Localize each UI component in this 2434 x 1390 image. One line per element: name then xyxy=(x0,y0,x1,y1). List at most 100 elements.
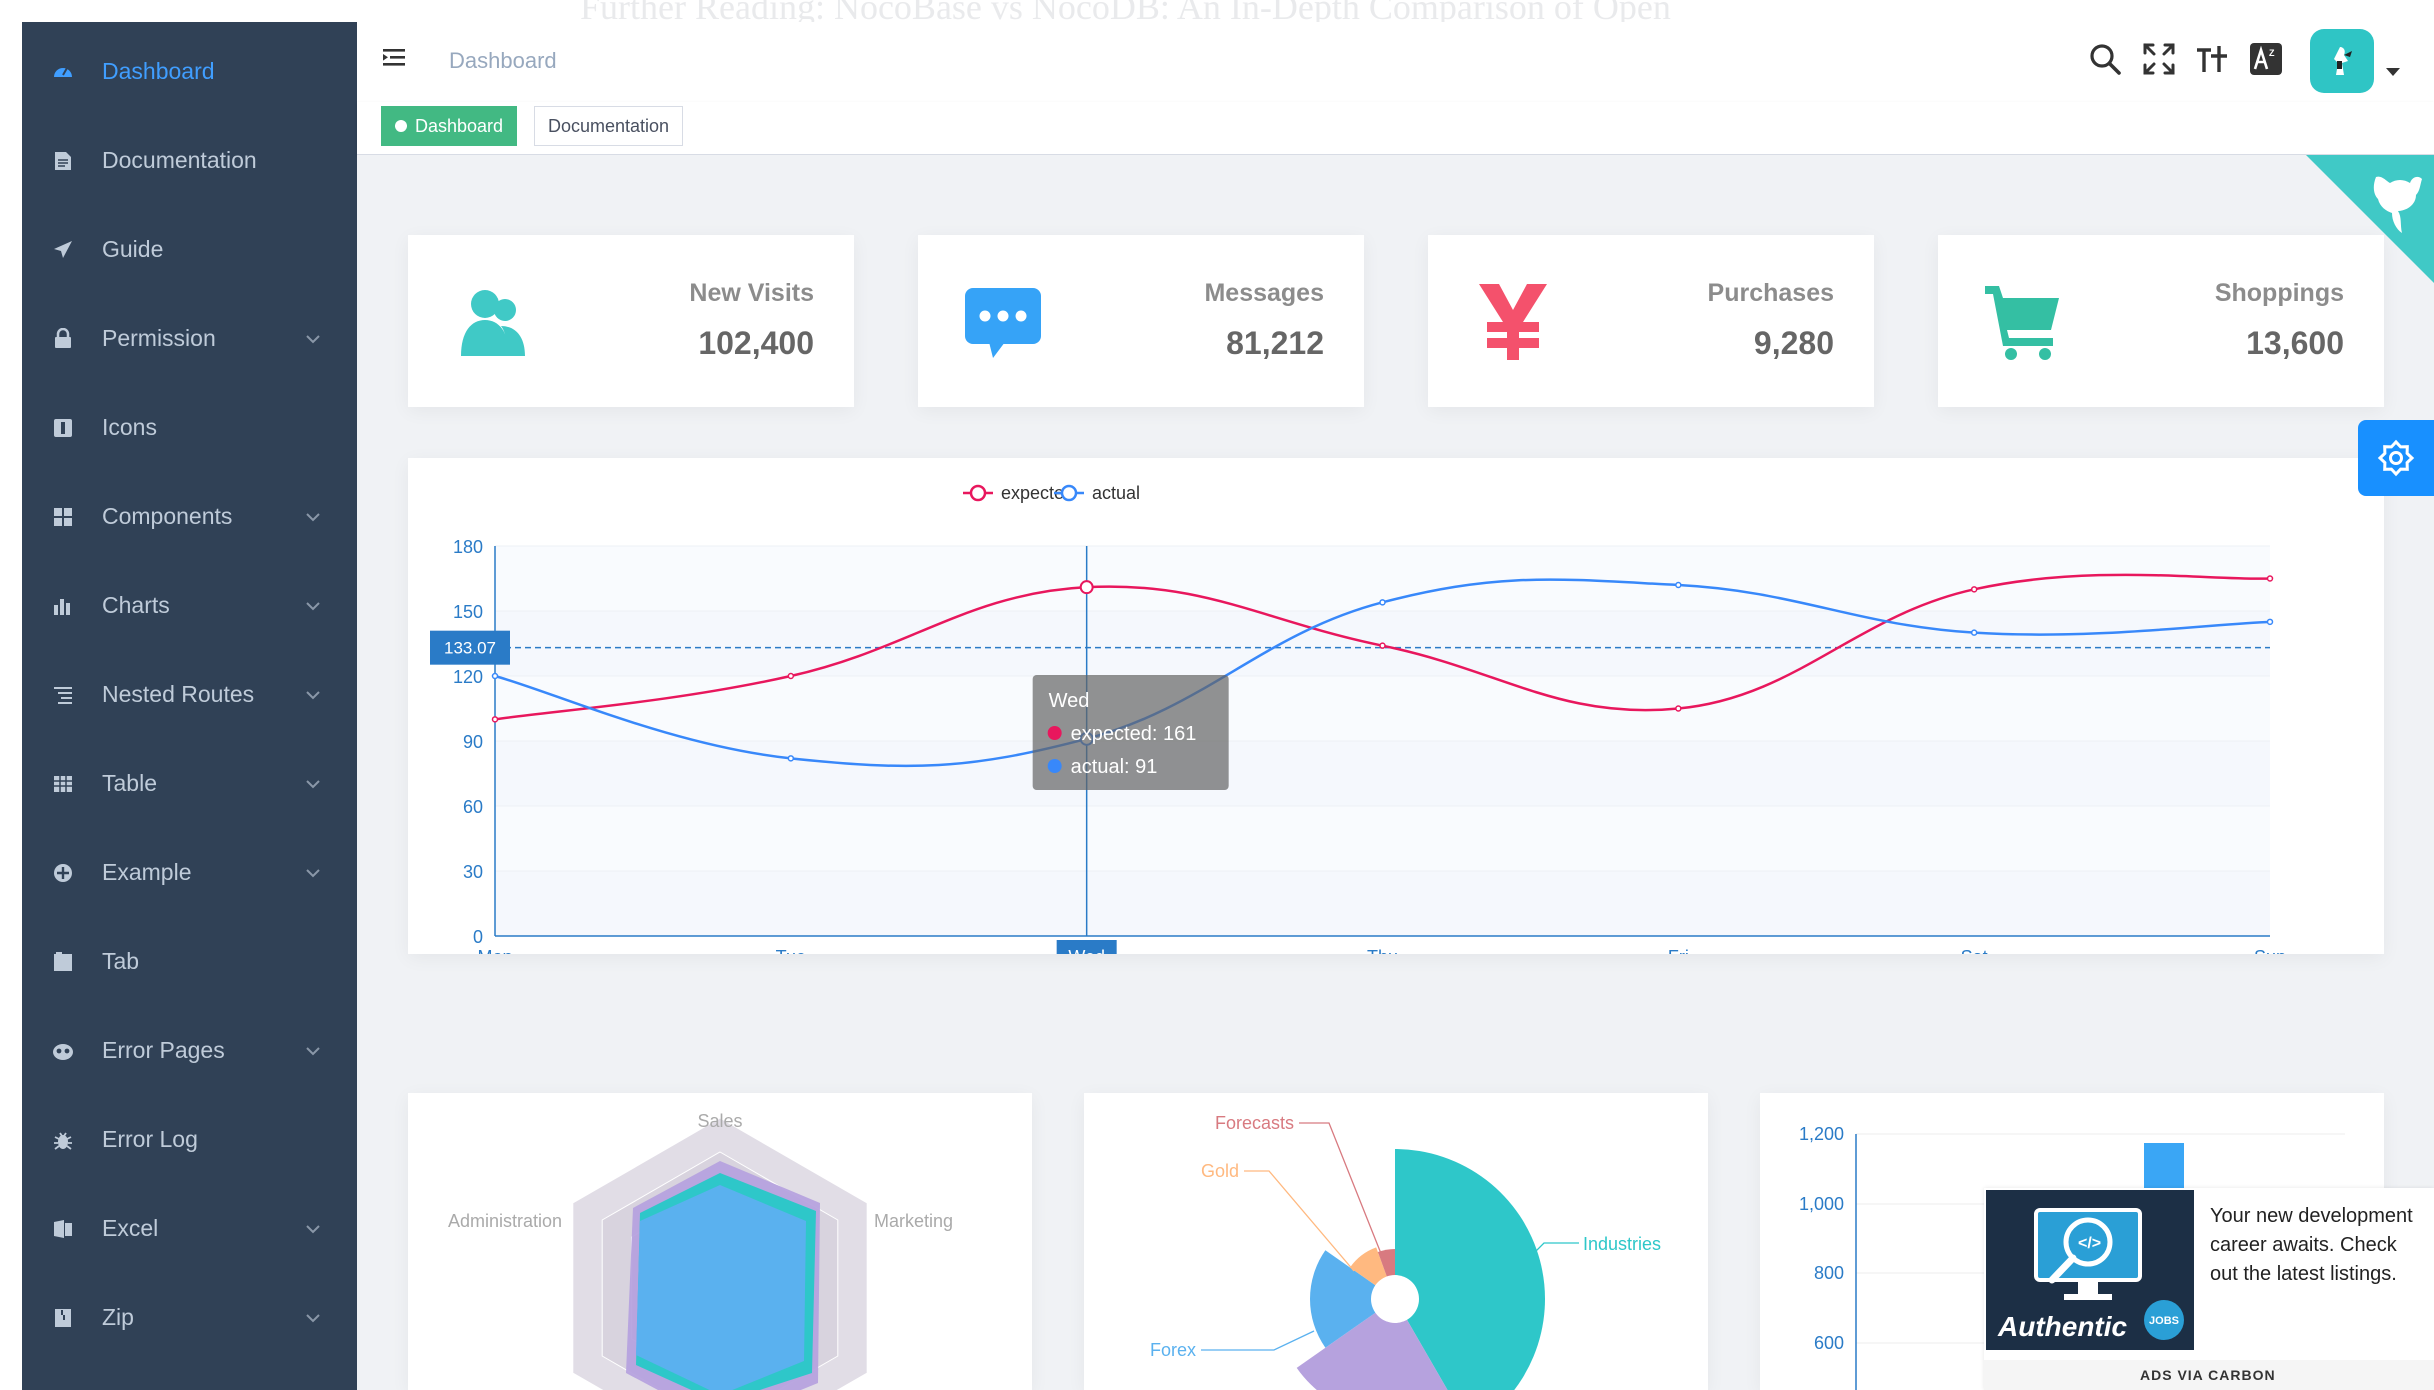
panel-shoppings[interactable]: Shoppings 13,600 xyxy=(1938,235,2384,407)
example-icon xyxy=(52,828,74,917)
ad-brand: Authentic xyxy=(1997,1311,2128,1342)
radar-area[interactable] xyxy=(636,1185,806,1390)
x-tick-label: Sun xyxy=(2254,947,2286,954)
panel-messages[interactable]: Messages 81,212 xyxy=(918,235,1364,407)
sidebar-item-components[interactable]: Components xyxy=(22,472,357,561)
people-icon xyxy=(461,290,525,356)
legend-label[interactable]: expected xyxy=(1001,483,1074,503)
chevron-down-icon xyxy=(305,561,321,650)
panel-new-visits[interactable]: New Visits 102,400 xyxy=(408,235,854,407)
sidebar-item-error-log[interactable]: Error Log xyxy=(22,1095,357,1184)
data-point[interactable] xyxy=(1675,581,1682,589)
sidebar-item-guide[interactable]: Guide xyxy=(22,205,357,294)
font-size-icon[interactable] xyxy=(2195,42,2229,76)
caret-down-icon[interactable] xyxy=(2386,68,2400,76)
radar-chart[interactable]: Sales Administration Marketing xyxy=(408,1093,1032,1390)
tag-dashboard[interactable]: Dashboard xyxy=(381,106,518,146)
sidebar-item-excel[interactable]: Excel xyxy=(22,1184,357,1273)
data-point[interactable] xyxy=(491,672,499,680)
search-icon[interactable] xyxy=(2088,42,2122,76)
data-point[interactable] xyxy=(491,716,499,723)
hamburger-icon[interactable] xyxy=(381,44,411,74)
sidebar-item-zip[interactable]: Zip xyxy=(22,1273,357,1362)
legend-label[interactable]: actual xyxy=(1092,483,1140,503)
tooltip-line: actual: 91 xyxy=(1071,756,1158,778)
sidebar-item-tab[interactable]: Tab xyxy=(22,917,357,1006)
pie-slice[interactable] xyxy=(1395,1149,1545,1390)
chevron-down-icon xyxy=(305,294,321,383)
panel-title: Shoppings xyxy=(2214,279,2344,307)
table-icon xyxy=(52,739,74,828)
data-point[interactable] xyxy=(1675,705,1682,712)
sidebar-item-label: Error Log xyxy=(102,1126,198,1152)
panel-value: 102,400 xyxy=(698,325,814,361)
sidebar-item-label: Components xyxy=(102,503,233,529)
language-icon[interactable]: Z xyxy=(2249,42,2283,76)
data-point[interactable] xyxy=(787,672,795,680)
nested-icon xyxy=(52,650,74,739)
settings-button[interactable] xyxy=(2358,420,2434,496)
ad-text[interactable]: Your new development career awaits. Chec… xyxy=(2210,1205,2413,1285)
y-tick-label: 0 xyxy=(473,927,483,947)
carbon-ad[interactable]: </> Authentic JOBS Your new development … xyxy=(1984,1188,2434,1390)
avatar[interactable] xyxy=(2310,29,2374,93)
ad-via[interactable]: ADS VIA CARBON xyxy=(1984,1360,2434,1390)
x-tick-label: Mon xyxy=(477,947,512,954)
pie-chart[interactable]: Industries Forecasts Gold Forex xyxy=(1084,1093,1708,1390)
data-point[interactable] xyxy=(1079,580,1094,595)
sidebar-item-icons[interactable]: Icons xyxy=(22,383,357,472)
y-tick-label: 120 xyxy=(453,667,483,687)
panel-value: 9,280 xyxy=(1753,325,1834,361)
money-icon xyxy=(1479,284,1547,360)
sidebar-item-label: Error Pages xyxy=(102,1037,225,1063)
bug-icon xyxy=(52,1095,74,1184)
pie-label: Gold xyxy=(1201,1161,1239,1181)
legend-marker xyxy=(969,484,987,502)
panel-title: Messages xyxy=(1204,279,1324,307)
data-point[interactable] xyxy=(1970,629,1978,636)
ad-badge: JOBS xyxy=(2149,1315,2179,1327)
data-point[interactable] xyxy=(2266,575,2274,582)
panel-purchases[interactable]: Purchases 9,280 xyxy=(1428,235,1874,407)
gear-icon xyxy=(2377,439,2415,477)
sidebar-item-example[interactable]: Example xyxy=(22,828,357,917)
sidebar-item-label: Table xyxy=(102,770,157,796)
data-point[interactable] xyxy=(1379,599,1386,606)
dashboard-icon xyxy=(52,27,74,116)
sidebar-item-nested-routes[interactable]: Nested Routes xyxy=(22,650,357,739)
ad-image[interactable]: </> Authentic JOBS xyxy=(1986,1190,2194,1350)
pie-slice[interactable] xyxy=(1296,1299,1455,1390)
data-point[interactable] xyxy=(2266,618,2274,626)
avatar-image xyxy=(2334,47,2352,75)
sidebar-item-table[interactable]: Table xyxy=(22,739,357,828)
pie-label: Forecasts xyxy=(1215,1113,1294,1133)
line-chart-card: 0 30 60 90 120 150 180 Mon Tue Wed Thu Fri Sat Sun 133… xyxy=(408,458,2384,970)
documentation-icon xyxy=(52,116,74,205)
github-corner-icon[interactable] xyxy=(2306,155,2434,283)
tag-label: Documentation xyxy=(548,115,670,136)
sidebar-item-charts[interactable]: Charts xyxy=(22,561,357,650)
data-point[interactable] xyxy=(1970,586,1978,593)
sidebar-item-label: Tab xyxy=(102,948,140,974)
error-pages-icon xyxy=(52,1006,74,1095)
sidebar-item-error-pages[interactable]: Error Pages xyxy=(22,1006,357,1095)
chevron-down-icon xyxy=(305,828,321,917)
fullscreen-icon[interactable] xyxy=(2142,42,2176,76)
chevron-down-icon xyxy=(305,1006,321,1095)
tags-view: Dashboard Documentation xyxy=(357,102,2434,155)
sidebar-item-label: Nested Routes xyxy=(102,681,255,707)
pie-label-line xyxy=(1201,1330,1315,1351)
pie-slice[interactable] xyxy=(1310,1250,1395,1348)
sidebar-item-permission[interactable]: Permission xyxy=(22,294,357,383)
data-point[interactable] xyxy=(787,755,795,762)
data-point[interactable] xyxy=(1379,642,1386,649)
tooltip xyxy=(1032,675,1229,790)
sidebar-item-label: Example xyxy=(102,859,192,885)
panel-title: New Visits xyxy=(689,279,814,307)
tag-documentation[interactable]: Documentation xyxy=(534,106,684,146)
line-chart[interactable]: 0 30 60 90 120 150 180 Mon Tue Wed Thu Fri Sat Sun 133… xyxy=(408,458,2384,970)
sidebar-item-documentation[interactable]: Documentation xyxy=(22,116,357,205)
sidebar-item-dashboard[interactable]: Dashboard xyxy=(22,27,357,116)
tab-icon xyxy=(52,917,74,1006)
